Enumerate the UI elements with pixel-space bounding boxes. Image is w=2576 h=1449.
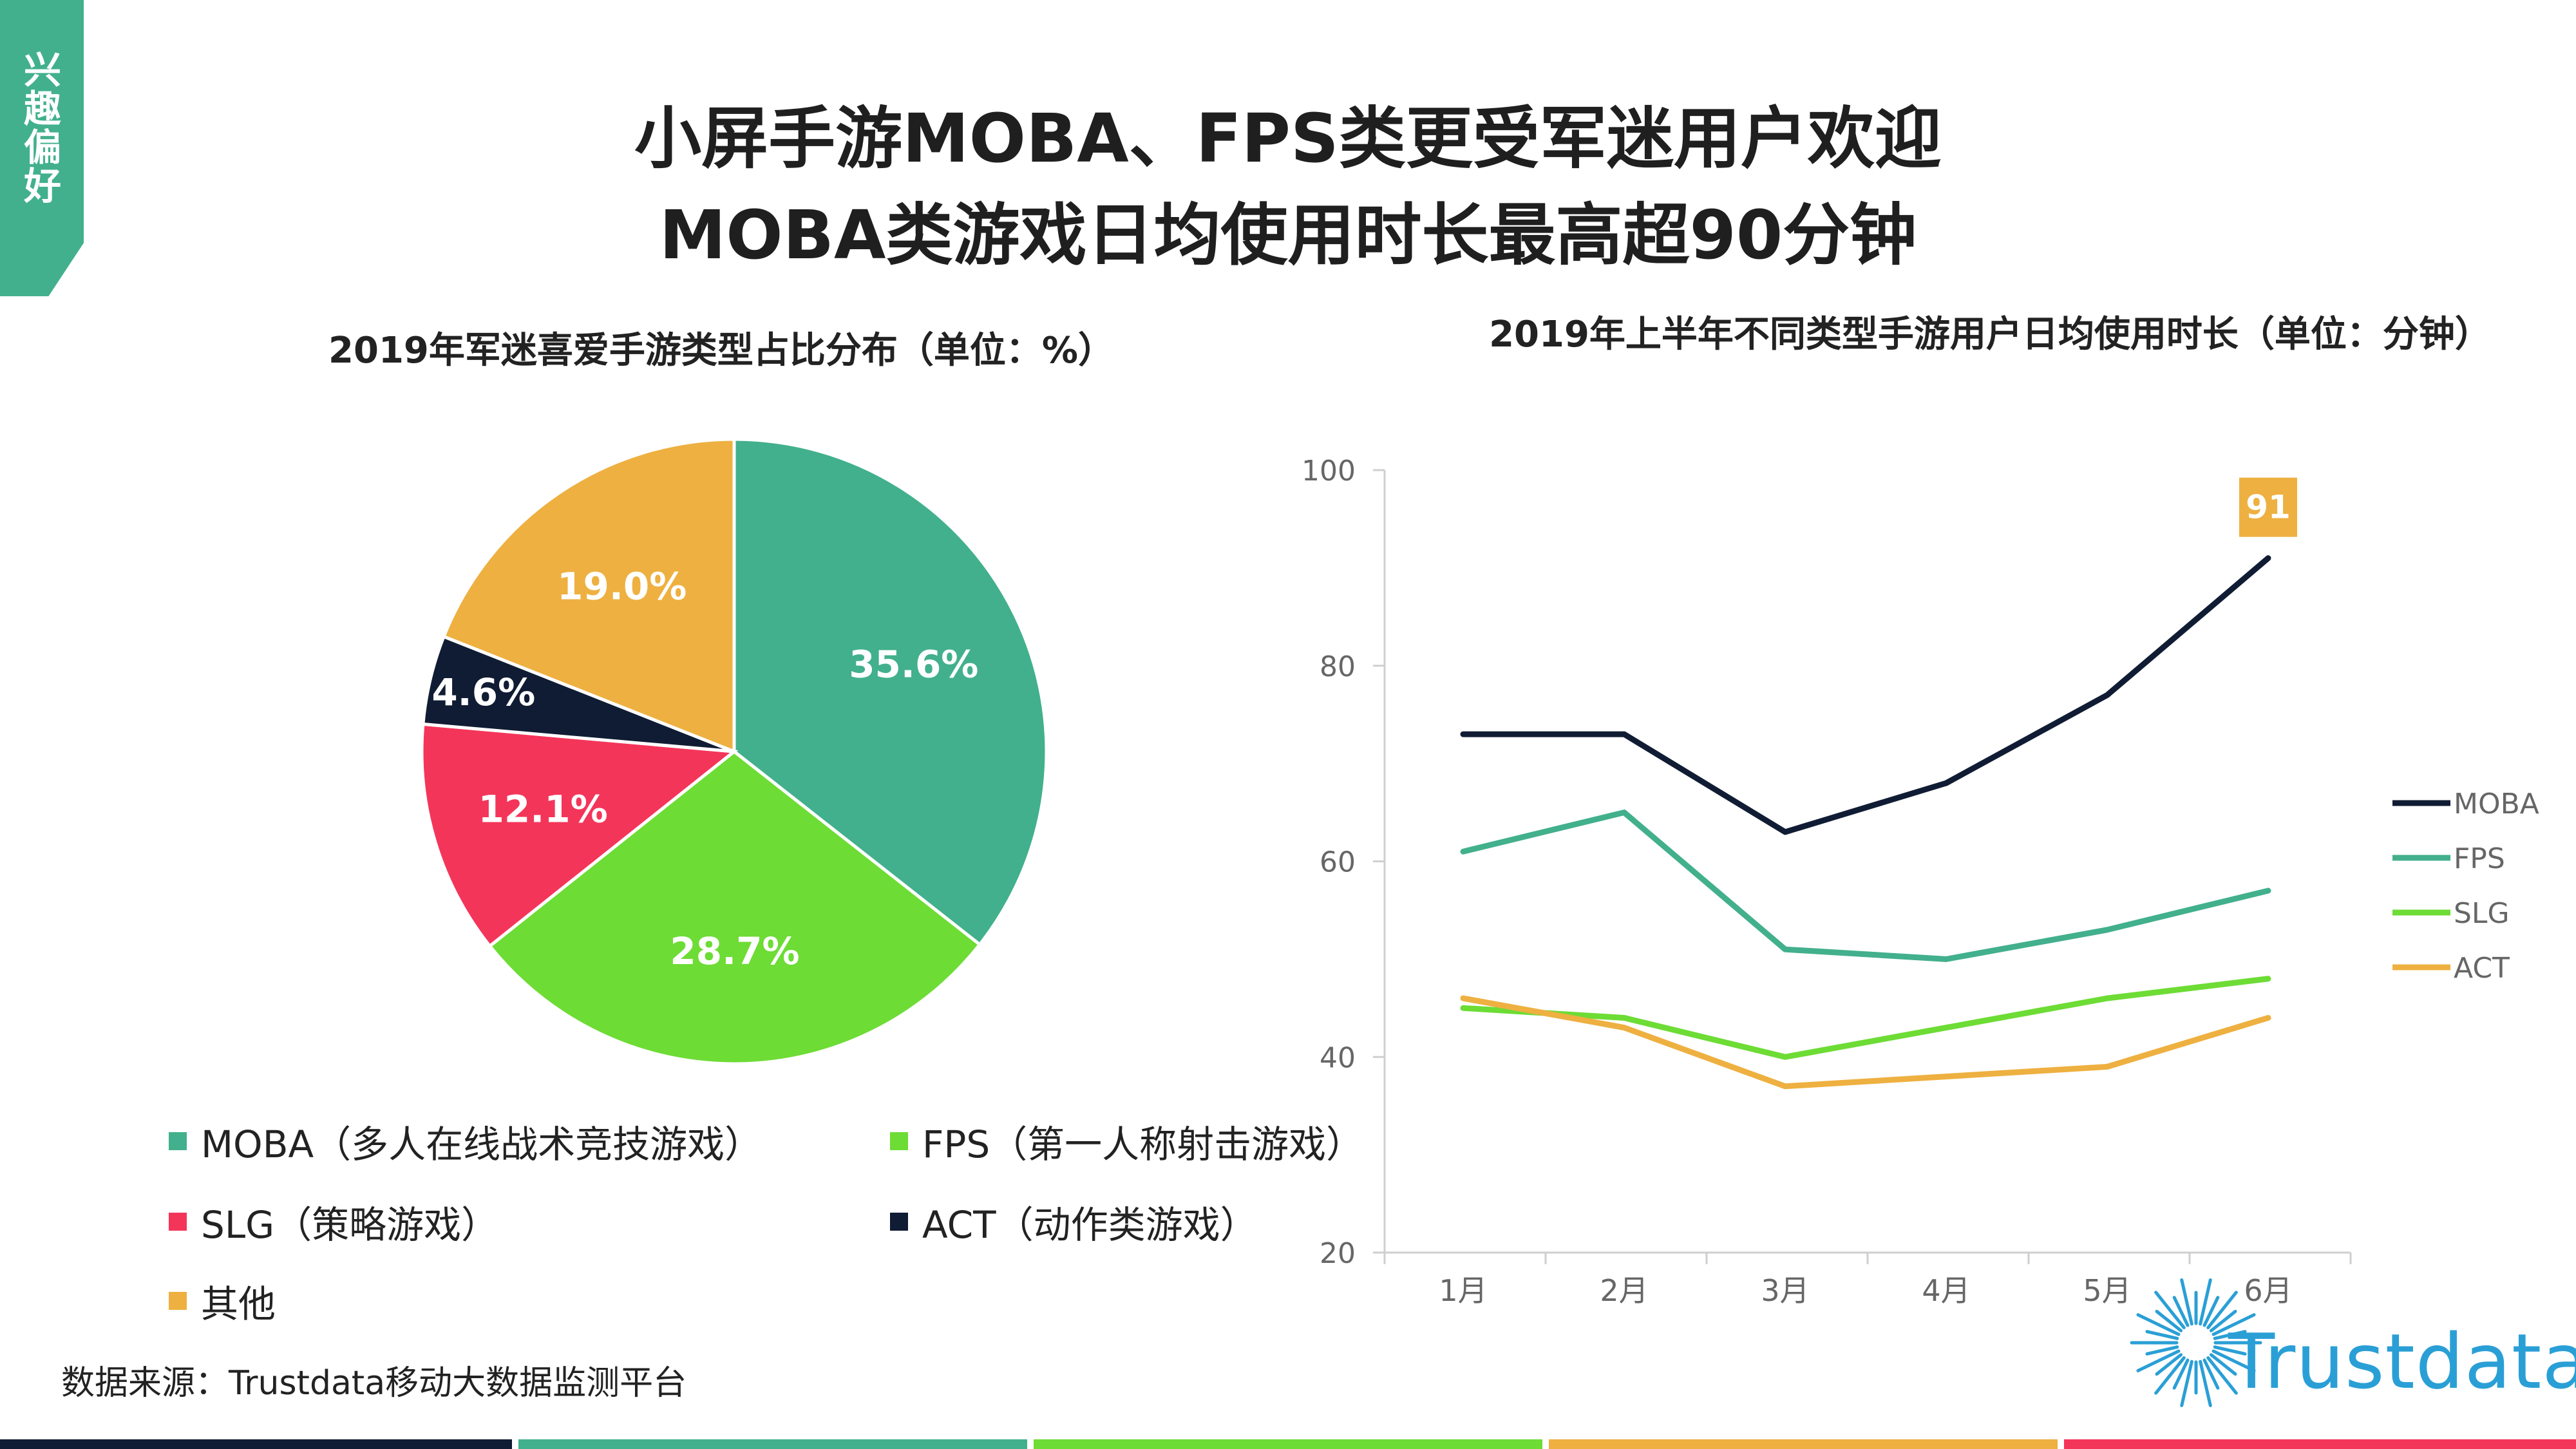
brand-sunburst-ray: [2206, 1291, 2238, 1330]
brand-sunburst-ray: [2136, 1313, 2181, 1336]
page-title-line1: 小屏手游MOBA、FPS类更受军迷用户欢迎: [634, 99, 1942, 178]
pie-legend-item-fps: FPS（第一人称射击游戏）: [890, 1114, 1363, 1168]
legend-label-moba: MOBA: [2454, 788, 2539, 820]
brand-sunburst-ray: [2154, 1356, 2186, 1395]
pie-slice: [732, 437, 1048, 947]
brand-sunburst-ray: [2206, 1356, 2238, 1395]
y-tick-label: 20: [1320, 1237, 1356, 1270]
annotation-label: 91: [2246, 489, 2291, 526]
annotation-box: [2239, 477, 2297, 537]
pie-slice: [488, 749, 982, 1066]
legend-swatch: [169, 1132, 187, 1150]
bottom-bar-green: [518, 1439, 1027, 1449]
legend-label: SLG（策略游戏）: [201, 1203, 499, 1247]
legend-swatch: [169, 1213, 187, 1231]
brand-sunburst-ray: [2211, 1349, 2256, 1372]
series-line-moba: [1460, 555, 2271, 835]
x-tick-label: 2月: [1600, 1273, 1648, 1308]
x-tick-label: 4月: [1922, 1273, 1970, 1308]
legend-swatch: [890, 1132, 908, 1150]
brand-sunburst-ray: [2211, 1313, 2256, 1336]
brand-sunburst-ray: [2213, 1345, 2247, 1356]
page-title-line2: MOBA类游戏日均使用时长最高超90分钟: [659, 196, 1917, 274]
pie-data-label: 19.0%: [557, 565, 687, 609]
pie-chart-title: 2019年军迷喜爱手游类型占比分布（单位：%）: [328, 330, 1114, 372]
pie-slice: [420, 722, 739, 949]
brand-sunburst-ray: [2202, 1296, 2220, 1327]
bottom-bar-orange: [1549, 1439, 2058, 1449]
y-tick-label: 100: [1302, 455, 1356, 488]
legend-label: 其他: [201, 1282, 276, 1326]
brand-sunburst-ray: [2209, 1353, 2237, 1376]
y-tick-label: 60: [1320, 846, 1356, 879]
brand-sunburst-ray: [2199, 1359, 2212, 1407]
legend-label-slg: SLG: [2454, 897, 2510, 930]
legend-label: ACT（动作类游戏）: [922, 1203, 1258, 1247]
data-source-note: 数据来源：Trustdata移动大数据监测平台: [61, 1364, 687, 1403]
brand-sunburst-ray: [2180, 1359, 2193, 1407]
brand-sunburst-ray: [2172, 1358, 2190, 1390]
legend-label-act: ACT: [2454, 952, 2510, 985]
pie-data-label: 12.1%: [478, 787, 608, 831]
brand-sunburst-ray: [2180, 1278, 2193, 1326]
x-tick-label: 3月: [1761, 1273, 1809, 1308]
line-chart-title: 2019年上半年不同类型手游用户日均使用时长（单位：分钟）: [1489, 314, 2491, 355]
legend-label: MOBA（多人在线战术竞技游戏）: [201, 1122, 762, 1166]
brand-sunburst-ray: [2145, 1345, 2179, 1356]
brand-sunburst-ray: [2202, 1358, 2220, 1390]
x-tick-label: 1月: [1439, 1273, 1487, 1308]
brand-sunburst-ray: [2213, 1330, 2247, 1340]
pie-legend-item-act: ACT（动作类游戏）: [890, 1195, 1258, 1249]
brand-sunburst-ray: [2155, 1353, 2183, 1376]
x-tick-label: 6月: [2244, 1273, 2292, 1308]
page-title: 小屏手游MOBA、FPS类更受军迷用户欢迎 MOBA类游戏日均使用时长最高超90…: [0, 90, 2576, 283]
legend-label-fps: FPS: [2454, 842, 2505, 875]
section-tab: 兴趣偏好: [0, 0, 84, 296]
y-tick-label: 40: [1320, 1041, 1356, 1074]
legend-swatch: [169, 1292, 187, 1310]
series-line-slg: [1460, 976, 2271, 1060]
section-tab-label: 兴趣偏好: [17, 50, 61, 205]
bottom-bar-red: [2064, 1439, 2576, 1449]
brand-sunburst-ray: [2136, 1349, 2181, 1372]
brand-wordmark: Trustdata: [2228, 1317, 2576, 1406]
pie-legend-item-slg: SLG（策略游戏）: [169, 1195, 498, 1249]
series-line-fps: [1460, 810, 2271, 962]
legend-label: FPS（第一人称射击游戏）: [922, 1122, 1364, 1166]
series-line-act: [1460, 995, 2271, 1090]
bottom-bar-lime: [1034, 1439, 1542, 1449]
pie-data-label: 4.6%: [431, 670, 535, 714]
brand-sunburst-ray: [2155, 1309, 2183, 1332]
legend-swatch: [890, 1213, 908, 1231]
brand-sunburst-ray: [2209, 1309, 2237, 1332]
brand-sunburst-ray: [2199, 1278, 2212, 1326]
pie-legend-item-moba: MOBA（多人在线战术竞技游戏）: [169, 1114, 762, 1168]
brand-sunburst-ray: [2145, 1330, 2179, 1340]
pie-data-label: 35.6%: [849, 642, 978, 686]
y-tick-label: 80: [1320, 650, 1356, 683]
brand-sunburst-ray: [2172, 1296, 2190, 1327]
x-tick-label: 5月: [2083, 1273, 2131, 1308]
brand-sunburst-ray: [2154, 1291, 2186, 1330]
pie-slice: [441, 437, 736, 754]
bottom-bar-navy: [0, 1439, 512, 1449]
pie-legend-item-other: 其他: [169, 1274, 276, 1328]
pie-data-label: 28.7%: [670, 929, 799, 973]
